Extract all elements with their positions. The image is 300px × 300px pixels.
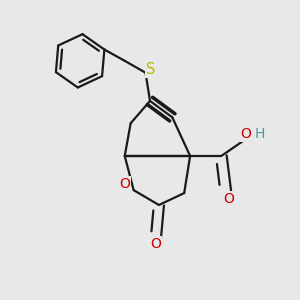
- Text: O: O: [223, 192, 234, 206]
- Text: O: O: [151, 237, 161, 250]
- Text: S: S: [146, 62, 155, 77]
- Text: O: O: [119, 177, 130, 191]
- Text: H: H: [255, 127, 265, 141]
- Text: O: O: [240, 127, 251, 141]
